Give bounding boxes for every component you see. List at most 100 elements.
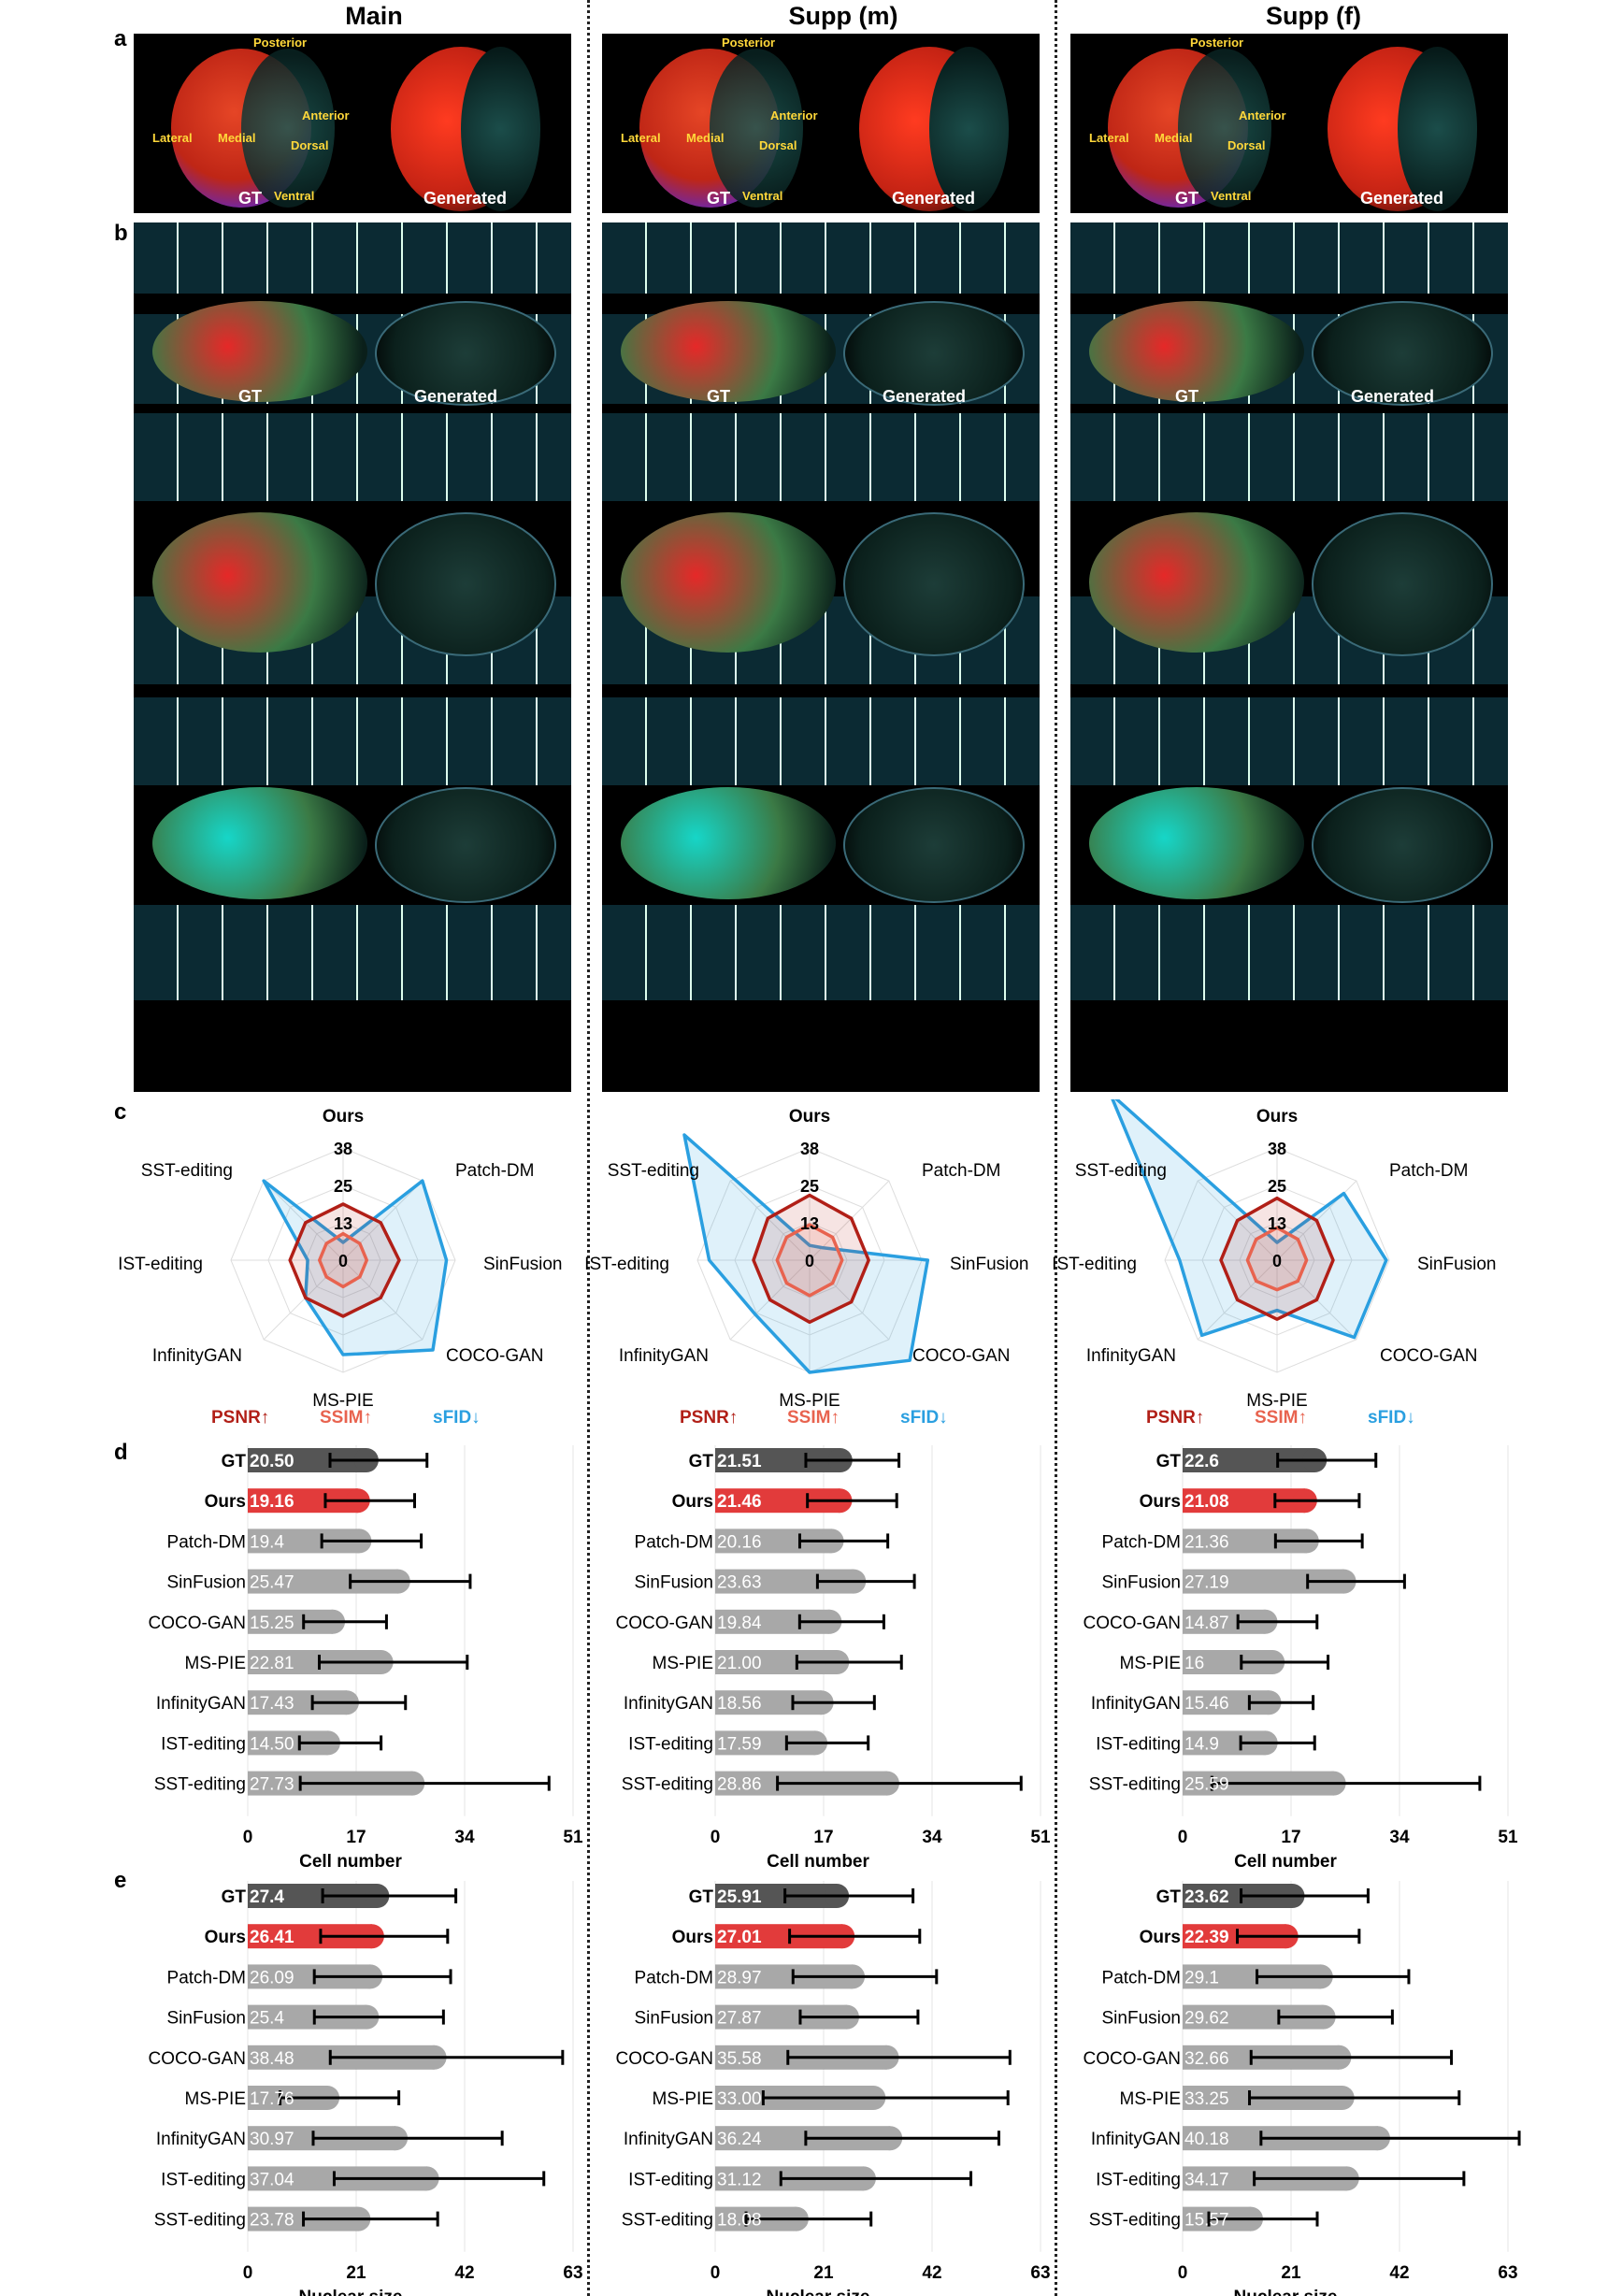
bar-category-label: IST-editing xyxy=(1096,2170,1181,2189)
bar-axis-label: Nuclear size xyxy=(767,2288,870,2296)
bar-category-label: Ours xyxy=(672,1928,713,1947)
radar-axis-label: COCO-GAN xyxy=(446,1346,544,1366)
brain-3d-render-0: GT Generated Posterior Anterior Lateral Media… xyxy=(134,34,571,213)
bar-value-label: 14.87 xyxy=(1184,1614,1229,1633)
radar-tick-label: 0 xyxy=(338,1252,348,1270)
bar-value-label: 19.4 xyxy=(250,1532,284,1552)
bar-value-label: 22.39 xyxy=(1184,1928,1229,1947)
gt-brain-half xyxy=(241,49,335,208)
gt-caption: GT xyxy=(707,189,730,208)
bar-value-label: 23.63 xyxy=(717,1573,762,1593)
direction-label: Lateral xyxy=(621,131,661,145)
direction-label: Ventral xyxy=(1211,189,1252,203)
radar-axis-label: COCO-GAN xyxy=(1380,1346,1478,1366)
generated-section xyxy=(1312,301,1493,406)
bar-category-label: Patch-DM xyxy=(635,1532,713,1552)
gt-section xyxy=(152,787,367,899)
bar-tick-label: 21 xyxy=(813,2263,834,2283)
bar-value-label: 28.86 xyxy=(717,1775,762,1795)
bar-category-label: SinFusion xyxy=(1102,2009,1182,2029)
radar-axis-label: IST-editing xyxy=(584,1255,669,1274)
generated-caption: Generated xyxy=(423,189,508,208)
panel-letter-e: e xyxy=(114,1868,127,1893)
bar-category-label: SinFusion xyxy=(1102,1573,1182,1593)
direction-label: Lateral xyxy=(1089,131,1129,145)
bar-tick-label: 0 xyxy=(1178,1828,1188,1847)
radar-spoke xyxy=(342,1180,423,1261)
generated-section xyxy=(1312,512,1493,656)
bar-tick-label: 63 xyxy=(1498,2263,1517,2283)
bar-value-label: 16 xyxy=(1184,1654,1204,1673)
legend-ssim-supp-f: SSIM↑ xyxy=(1255,1408,1307,1428)
bar-category-label: IST-editing xyxy=(628,1734,713,1754)
direction-label: Posterior xyxy=(722,36,776,50)
bar-category-label: GT xyxy=(222,1452,247,1471)
legend-psnr-supp-f: PSNR↑ xyxy=(1146,1408,1205,1428)
bar-value-label: 25.91 xyxy=(717,1887,762,1907)
tile-strip xyxy=(1070,697,1508,785)
bar-tick-label: 34 xyxy=(1389,1828,1410,1847)
tile-strip xyxy=(602,905,1040,1000)
radar-axis-label: SST-editing xyxy=(141,1161,233,1181)
direction-label: Anterior xyxy=(302,108,350,122)
gt-section xyxy=(1089,301,1304,402)
legend-sfid-supp-f: sFID↓ xyxy=(1368,1408,1415,1428)
radar-series-PSNR↑ xyxy=(1219,1196,1335,1321)
bar-category-label: InfinityGAN xyxy=(1091,1694,1181,1714)
radar-series-sFID↓ xyxy=(682,1133,930,1374)
bar-category-label: MS-PIE xyxy=(1120,1654,1181,1673)
radar-axis-label: IST-editing xyxy=(1052,1255,1137,1274)
bar-category-label: SST-editing xyxy=(622,2211,713,2231)
bar-category-label: Patch-DM xyxy=(167,1532,246,1552)
gt-caption: GT xyxy=(238,387,262,406)
bar-value-label: 28.97 xyxy=(717,1968,762,1987)
bar-category-label: InfinityGAN xyxy=(156,1694,246,1714)
bar-value-label: 21.36 xyxy=(1184,1532,1229,1552)
bar-value-label: 18.56 xyxy=(717,1694,762,1714)
bar-tick-label: 51 xyxy=(1498,1828,1518,1847)
panel-letter-a: a xyxy=(114,26,127,51)
bar-category-label: Patch-DM xyxy=(1102,1968,1181,1987)
direction-label: Dorsal xyxy=(1227,138,1266,152)
bar-value-label: 14.9 xyxy=(1184,1734,1219,1754)
bar-value-label: 15.25 xyxy=(250,1614,294,1633)
bar-category-label: InfinityGAN xyxy=(1091,2130,1181,2149)
radar-tick-label: 38 xyxy=(334,1140,352,1158)
bar-value-label: 30.97 xyxy=(250,2130,294,2149)
radar-tick-label: 38 xyxy=(1268,1140,1286,1158)
radar-tick-label: 0 xyxy=(805,1252,814,1270)
generated-brain-half xyxy=(929,47,1009,211)
bar-tick-label: 0 xyxy=(711,2263,721,2283)
radar-axis-label: Ours xyxy=(1256,1107,1298,1126)
gt-caption: GT xyxy=(238,189,262,208)
bar-value-label: 35.58 xyxy=(717,2049,762,2069)
bar-category-label: SinFusion xyxy=(167,1573,247,1593)
bar-category-label: SST-editing xyxy=(1089,2211,1181,2231)
bar-category-label: Patch-DM xyxy=(167,1968,246,1987)
radar-axis-label: SinFusion xyxy=(1417,1255,1497,1274)
radar-axis-label: SST-editing xyxy=(608,1161,699,1181)
radar-tick-label: 0 xyxy=(1272,1252,1282,1270)
bar-value-label: 17.43 xyxy=(250,1694,294,1714)
bar-category-label: MS-PIE xyxy=(653,2089,713,2109)
panel-letter-b: b xyxy=(114,221,128,246)
radar-spoke xyxy=(729,1180,811,1261)
direction-label: Medial xyxy=(218,131,256,145)
bar-category-label: Ours xyxy=(672,1492,713,1512)
tile-strip xyxy=(602,222,1040,294)
bar-category-label: IST-editing xyxy=(161,1734,246,1754)
radar-series-SSIM↑ xyxy=(317,1231,369,1289)
bar-value-label: 26.41 xyxy=(250,1928,294,1947)
radar-spoke xyxy=(263,1259,344,1341)
bar-axis-label: Cell number xyxy=(1234,1852,1337,1872)
bar-category-label: Patch-DM xyxy=(635,1968,713,1987)
tile-strip xyxy=(602,697,1040,785)
bar-category-label: GT xyxy=(222,1887,247,1907)
generated-caption: Generated xyxy=(892,189,976,208)
column-title-supp-m: Supp (m) xyxy=(788,2,898,30)
column-title-main: Main xyxy=(345,2,403,30)
generated-section xyxy=(375,301,556,406)
brain-3d-render-1: GT Generated Posterior Anterior Lateral Media… xyxy=(602,34,1040,213)
bar-tick-label: 0 xyxy=(1178,2263,1188,2283)
